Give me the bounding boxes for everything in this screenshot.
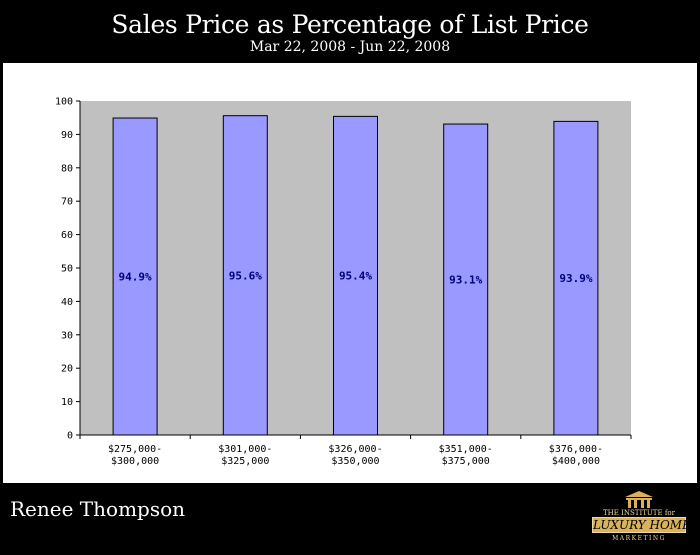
y-tick-label: 10	[61, 397, 73, 408]
x-tick-label: $400,000	[552, 456, 600, 467]
y-tick-label: 100	[55, 97, 73, 108]
x-tick-label: $275,000-	[108, 444, 162, 455]
x-tick-label: $301,000-	[218, 444, 272, 455]
y-tick-label: 70	[61, 197, 73, 208]
logo-line-1: THE INSTITUTE for	[603, 509, 675, 517]
x-tick-label: $376,000-	[549, 444, 603, 455]
agent-name: Renee Thompson	[10, 497, 186, 521]
bar-data-label: 95.4%	[339, 270, 372, 283]
column-emblem-icon	[625, 491, 653, 508]
y-tick-label: 50	[61, 264, 73, 275]
bar-data-label: 94.9%	[119, 271, 152, 284]
bar-data-label: 95.6%	[229, 269, 262, 282]
logo-line-3: MARKETING	[612, 535, 666, 542]
y-tick-label: 90	[61, 130, 73, 141]
chart-panel: 0 10 20 30 40 50 60 70 80 90 100 94.9% $275,000- $300…	[3, 63, 697, 483]
bar	[333, 115, 378, 436]
x-tick-label: $300,000	[111, 456, 159, 467]
page-title: Sales Price as Percentage of List Price	[111, 10, 589, 39]
y-tick-label: 80	[61, 163, 73, 174]
y-tick-label: 0	[67, 431, 73, 442]
bar	[553, 120, 599, 436]
bar-chart: 0 10 20 30 40 50 60 70 80 90 100 94.9% $275,000-$300…	[55, 97, 632, 467]
page-subtitle: Mar 22, 2008 - Jun 22, 2008	[249, 39, 451, 55]
institute-logo: THE INSTITUTE for LUXURY HOME MARKETING	[592, 490, 691, 548]
y-tick-label: 20	[61, 364, 73, 375]
bar-data-label: 93.1%	[449, 274, 482, 287]
x-tick-label: $351,000-	[439, 444, 493, 455]
logo-line-2: LUXURY HOME	[592, 517, 691, 533]
bar	[222, 115, 268, 436]
x-tick-label: $350,000	[331, 456, 379, 467]
y-tick-label: 30	[61, 330, 73, 341]
x-tick-label: $326,000-	[328, 444, 382, 455]
y-tick-label: 40	[61, 297, 73, 308]
bar-data-label: 93.9%	[559, 272, 592, 285]
y-tick-label: 60	[61, 230, 73, 241]
bar	[443, 123, 489, 436]
bar	[112, 117, 158, 436]
x-tick-label: $325,000	[221, 456, 269, 467]
x-tick-label: $375,000	[442, 456, 490, 467]
